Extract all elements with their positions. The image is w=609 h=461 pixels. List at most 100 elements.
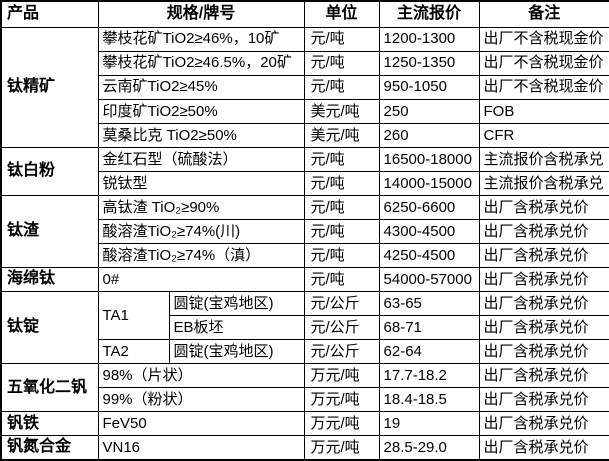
- spec-cell: 0#: [97, 266, 305, 293]
- note-cell: 出厂含税承兑价: [478, 194, 609, 220]
- grade-cell: TA1: [97, 291, 170, 341]
- note-cell: 主流报价含税承兑: [478, 170, 609, 196]
- note-cell: 出厂不含税现金价: [478, 26, 609, 52]
- spec-cell: FeV50: [97, 411, 305, 437]
- spec-cell: 酸溶渣TiO₂≥74%（滇）: [97, 242, 305, 268]
- note-cell: 出厂含税承兑价: [478, 339, 609, 365]
- note-cell: 出厂含税承兑价: [478, 291, 609, 317]
- spec-cell: 金红石型（硫酸法）: [97, 146, 305, 172]
- table-row: EB板坯 元/公斤 68-71 出厂含税承兑价: [1, 315, 609, 341]
- table-row: 钛白粉 金红石型（硫酸法） 元/吨 16500-18000 主流报价含税承兑: [0, 146, 609, 196]
- spec-cell: 酸溶渣TiO₂≥74%(川): [97, 218, 305, 244]
- note-cell: 出厂含税承兑价: [478, 363, 609, 389]
- price-cell: 54000-57000: [378, 266, 480, 293]
- table-row: 酸溶渣TiO₂≥74%（滇） 元/吨 4250-4500 出厂含税承兑价: [1, 242, 609, 268]
- unit-cell: 元/吨: [303, 218, 380, 244]
- header-product: 产品: [0, 0, 99, 28]
- price-cell: 1250-1350: [378, 50, 480, 76]
- price-cell: 4300-4500: [378, 218, 480, 244]
- table-row: TA2 圆锭(宝鸡地区) 元/公斤 62-64 出厂含税承兑价: [1, 339, 609, 365]
- grade-cell: TA2: [97, 339, 170, 365]
- price-cell: 28.5-29.0: [378, 435, 480, 461]
- price-cell: 6250-6600: [378, 194, 480, 220]
- spec-cell: 莫桑比克 TiO2≥50%: [97, 122, 305, 148]
- unit-cell: 元/吨: [303, 266, 380, 293]
- unit-cell: 万元/吨: [303, 411, 380, 437]
- table-row: 99%（粉状） 万元/吨 18.4-18.5 出厂含税承兑价: [1, 387, 609, 413]
- unit-cell: 元/公斤: [303, 315, 380, 341]
- spec-cell: VN16: [97, 435, 305, 461]
- header-note: 备注: [478, 0, 609, 28]
- table-row: 攀枝花矿TiO2≥46.5%，20矿 元/吨 1250-1350 出厂不含税现金…: [1, 50, 609, 76]
- unit-cell: 万元/吨: [303, 363, 380, 389]
- price-cell: 1200-1300: [378, 26, 480, 52]
- header-row: 产品 规格/牌号 单位 主流报价 备注: [0, 0, 609, 28]
- table-row: 锐钛型 元/吨 14000-15000 主流报价含税承兑: [1, 170, 609, 196]
- spec-cell: 云南矿TiO2≥45%: [97, 74, 305, 100]
- table-header: 产品 规格/牌号 单位 主流报价 备注: [0, 0, 609, 28]
- table-row: 五氧化二钒 98%（片状） 万元/吨 17.7-18.2 出厂含税承兑价: [0, 363, 609, 413]
- unit-cell: 元/吨: [303, 26, 380, 52]
- note-cell: 出厂含税承兑价: [478, 218, 609, 244]
- price-cell: 260: [378, 122, 480, 148]
- note-cell: FOB: [478, 98, 609, 124]
- spec-cell: 锐钛型: [97, 170, 305, 196]
- spec-cell: 圆锭(宝鸡地区): [168, 291, 305, 317]
- product-cell: 钒氮合金: [0, 435, 99, 461]
- price-cell: 68-71: [378, 315, 480, 341]
- note-cell: 出厂含税承兑价: [478, 242, 609, 268]
- header-spec: 规格/牌号: [97, 0, 305, 28]
- price-cell: 4250-4500: [378, 242, 480, 268]
- table-row: 钒氮合金 VN16 万元/吨 28.5-29.0 出厂含税承兑价: [0, 435, 609, 461]
- note-cell: 出厂不含税现金价: [478, 50, 609, 76]
- table-row: 钛渣 高钛渣 TiO₂≥90% 元/吨 6250-6600 出厂含税承兑价: [0, 194, 609, 268]
- spec-cell: 圆锭(宝鸡地区): [168, 339, 305, 365]
- table-row: 钛锭 TA1 圆锭(宝鸡地区) 元/公斤 63-65 出厂含税承兑价: [0, 291, 609, 365]
- unit-cell: 元/吨: [303, 146, 380, 172]
- unit-cell: 元/吨: [303, 242, 380, 268]
- header-unit: 单位: [303, 0, 380, 28]
- unit-cell: 万元/吨: [303, 435, 380, 461]
- table-row: 钒铁 FeV50 万元/吨 19 出厂含税承兑价: [0, 411, 609, 437]
- spec-cell: EB板坯: [168, 315, 305, 341]
- price-cell: 17.7-18.2: [378, 363, 480, 389]
- note-cell: 出厂不含税现金价: [478, 74, 609, 100]
- header-price: 主流报价: [378, 0, 480, 28]
- table-row: 莫桑比克 TiO2≥50% 美元/吨 260 CFR: [1, 122, 609, 148]
- unit-cell: 美元/吨: [303, 98, 380, 124]
- product-cell: 钛锭: [0, 291, 99, 365]
- table-row: 钛精矿 攀枝花矿TiO2≥46%，10矿 元/吨 1200-1300 出厂不含税…: [0, 26, 609, 148]
- unit-cell: 美元/吨: [303, 122, 380, 148]
- note-cell: 出厂含税承兑价: [478, 266, 609, 293]
- note-cell: 出厂含税承兑价: [478, 411, 609, 437]
- unit-cell: 元/公斤: [303, 291, 380, 317]
- spec-cell: 攀枝花矿TiO2≥46.5%，20矿: [97, 50, 305, 76]
- spec-cell: 高钛渣 TiO₂≥90%: [97, 194, 305, 220]
- price-cell: 62-64: [378, 339, 480, 365]
- unit-cell: 元/公斤: [303, 339, 380, 365]
- note-cell: 主流报价含税承兑: [478, 146, 609, 172]
- note-cell: 出厂含税承兑价: [478, 315, 609, 341]
- note-cell: 出厂含税承兑价: [478, 435, 609, 461]
- product-cell: 钛白粉: [0, 146, 99, 196]
- price-cell: 63-65: [378, 291, 480, 317]
- note-cell: CFR: [478, 122, 609, 148]
- product-cell: 钒铁: [0, 411, 99, 437]
- product-cell: 五氧化二钒: [0, 363, 99, 413]
- price-cell: 14000-15000: [378, 170, 480, 196]
- spec-cell: 99%（粉状）: [97, 387, 305, 413]
- table-body: 钛精矿 攀枝花矿TiO2≥46%，10矿 元/吨 1200-1300 出厂不含税…: [0, 26, 609, 461]
- spec-cell: 印度矿TiO2≥50%: [97, 98, 305, 124]
- price-cell: 950-1050: [378, 74, 480, 100]
- note-cell: 出厂含税承兑价: [478, 387, 609, 413]
- unit-cell: 元/吨: [303, 170, 380, 196]
- price-cell: 250: [378, 98, 480, 124]
- price-cell: 18.4-18.5: [378, 387, 480, 413]
- product-cell: 海绵钛: [0, 266, 99, 293]
- unit-cell: 元/吨: [303, 74, 380, 100]
- spec-cell: 98%（片状）: [97, 363, 305, 389]
- product-cell: 钛精矿: [0, 26, 99, 148]
- spec-cell: 攀枝花矿TiO2≥46%，10矿: [97, 26, 305, 52]
